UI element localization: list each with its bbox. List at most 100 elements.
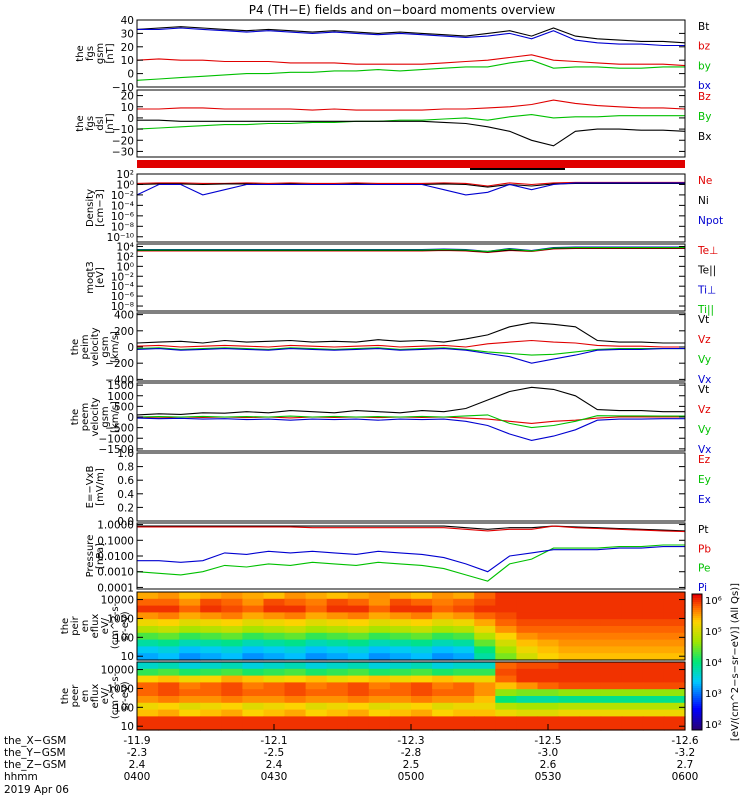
heatmap-cell [411,709,433,717]
heatmap-cell [600,632,623,641]
legend-entry-Pi: Pi [698,582,707,594]
heatmap-cell [389,675,412,683]
heatmap-cell [305,709,328,717]
heatmap-cell [305,632,328,641]
series-line-Vx [136,417,685,441]
heatmap-cell [516,668,539,677]
y-axis-label-line: the [60,688,71,704]
heatmap-cell [347,696,370,704]
heatmap-cell [137,668,159,677]
heatmap-cell [621,675,644,683]
heatmap-cell [642,646,665,654]
y-axis-label-line: the [70,339,81,355]
heatmap-cell [495,702,517,711]
y-tick-label: 0.4 [117,489,134,501]
series-line-by [136,59,685,81]
heatmap-cell [284,612,307,620]
colorbar-cell [692,690,702,693]
heatmap-cell [305,619,328,627]
y-tick-label: 1000 [107,683,134,695]
heatmap-cell [221,675,243,683]
heatmap-cell [579,702,602,711]
x-tick-label-y: -2.8 [401,747,422,759]
panel-frame [136,89,686,158]
colorbar-cell [692,626,702,629]
heatmap-cell [368,716,391,724]
x-tick-label-time: 0430 [261,771,288,783]
heatmap-cell [389,632,412,641]
heatmap-cell [158,662,180,670]
heatmap-cell [263,653,286,661]
heatmap-cell [663,696,686,704]
heatmap-cell [326,675,349,683]
series-line-Vx [136,348,685,364]
series-line-Vt [136,322,685,344]
colorbar-tick-label: 10⁵ [705,627,722,638]
legend-entry-Bz: Bz [698,91,711,103]
heatmap-cell [389,702,412,711]
series-line-bx [137,27,685,47]
heatmap-cell [284,716,307,724]
heatmap-cell [347,689,370,697]
legend-entry-Te⊥: Te⊥ [697,245,718,257]
heatmap-cell [158,682,180,690]
colorbar-cell [692,694,702,697]
heatmap-cell [263,702,286,711]
heatmap-cell [495,709,517,717]
heatmap-cell [200,605,222,613]
y-tick-label: 1.0000 [97,520,134,532]
heatmap-cell [263,682,286,690]
heatmap-cell [263,592,286,600]
x-axis-row-label: hhmm [4,771,38,783]
heatmap-cell [516,653,539,661]
heatmap-cell [389,605,412,613]
colorbar-cell [692,622,702,625]
heatmap-cell [284,639,307,647]
heatmap-cell [474,632,496,641]
heatmap-cell [621,709,644,717]
heatmap-cell [158,639,180,647]
heatmap-cell [411,619,433,627]
heatmap-cell [200,646,222,654]
colorbar-cell [692,644,702,647]
heatmap-cell [242,605,265,613]
panel-frame [136,522,686,590]
x-tick-label-time: 0600 [672,771,699,783]
y-tick-label: 10⁻⁸ [111,301,134,313]
heatmap-cell [558,592,581,600]
heatmap-cell [453,626,475,634]
heatmap-cell [621,632,644,641]
heatmap-cell [516,702,539,711]
y-tick-label: 10⁻⁴ [111,200,134,212]
heatmap-cell [242,598,265,607]
heatmap-cell [537,702,560,711]
heatmap-cell [368,682,391,690]
heatmap-cell [179,723,201,731]
heatmap-cell [474,662,496,670]
heatmap-cell [242,675,265,683]
heatmap-cell [284,646,307,654]
heatmap-cell [432,709,454,717]
heatmap-cell [284,632,307,641]
heatmap-cell [516,675,539,683]
heatmap-cell [263,689,286,697]
legend-entry-bx: bx [698,80,711,92]
y-axis-label-line: [nPa] [95,543,106,569]
colorbar-tick-label: 10³ [705,689,722,700]
heatmap-cell [642,682,665,690]
heatmap-cell [137,598,159,607]
heatmap-cell [179,709,201,717]
panel-peir_spectrogram: 10000 1000 100 10 the peir en eflux eV/(cm^2-s-s… [60,591,686,663]
y-tick-label: 500 [114,401,134,413]
heatmap-cell [221,709,243,717]
heatmap-cell [579,612,602,620]
heatmap-cell [474,598,496,607]
heatmap-cell [368,612,391,620]
y-axis-label-line: peir [70,615,81,635]
heatmap-cell [284,675,307,683]
heatmap-cell [284,598,307,607]
heatmap-cell [432,646,454,654]
